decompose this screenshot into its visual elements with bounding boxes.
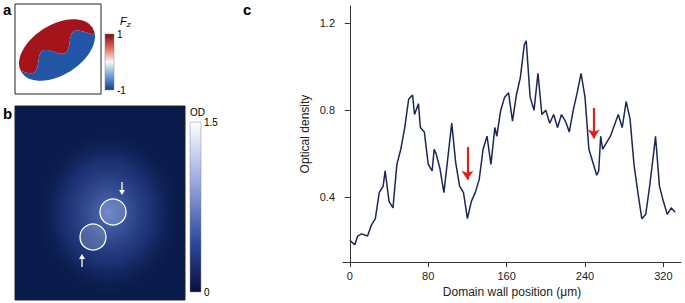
- svg-text:0: 0: [204, 287, 210, 298]
- svg-text:c: c: [243, 1, 251, 18]
- svg-text:z: z: [126, 20, 131, 29]
- svg-text:0: 0: [347, 270, 353, 282]
- svg-text:1.5: 1.5: [204, 117, 218, 128]
- svg-text:0.8: 0.8: [320, 104, 335, 116]
- svg-text:160: 160: [497, 270, 515, 282]
- svg-text:-1: -1: [117, 85, 126, 96]
- svg-text:320: 320: [654, 270, 672, 282]
- svg-text:1.2: 1.2: [320, 17, 335, 29]
- svg-text:1: 1: [117, 29, 123, 40]
- svg-text:0.4: 0.4: [320, 191, 335, 203]
- svg-text:Domain wall position (μm): Domain wall position (μm): [443, 285, 581, 299]
- svg-text:F: F: [120, 15, 127, 27]
- svg-text:OD: OD: [190, 107, 205, 118]
- svg-text:240: 240: [576, 270, 594, 282]
- svg-text:b: b: [3, 105, 12, 122]
- svg-text:a: a: [3, 1, 12, 18]
- svg-text:80: 80: [422, 270, 434, 282]
- svg-text:Optical density: Optical density: [298, 95, 312, 174]
